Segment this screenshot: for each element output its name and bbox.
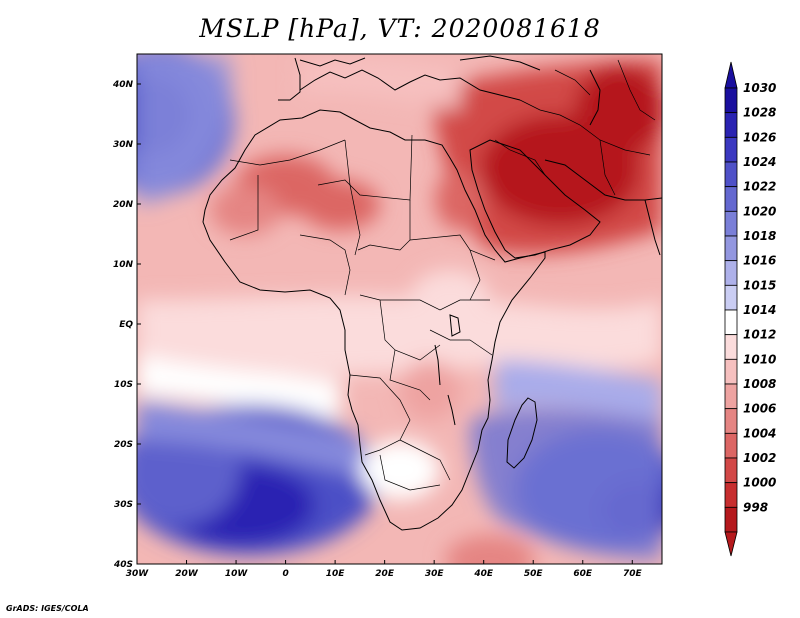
colorbar-label: 1002 xyxy=(743,451,776,465)
lat-tick-label: 30S xyxy=(114,500,133,510)
colorbar-swatch xyxy=(724,136,738,163)
lat-tick-label: 40N xyxy=(112,80,134,90)
lat-tick-label: EQ xyxy=(119,320,133,330)
lon-tick-label: 20E xyxy=(375,569,395,579)
country-borders xyxy=(229,59,656,491)
colorbar-swatch xyxy=(724,210,738,237)
colorbar-swatch xyxy=(724,408,738,434)
chart-title: MSLP [hPa], VT: 2020081618 xyxy=(199,14,601,43)
colorbar-swatch xyxy=(724,161,738,188)
colorbar-label: 1008 xyxy=(743,377,776,391)
colorbar-swatch xyxy=(724,87,738,114)
colorbar-label: 1006 xyxy=(743,402,776,416)
coastlines xyxy=(202,55,662,531)
lon-tick-label: 20W xyxy=(175,569,199,579)
lon-tick-label: 10W xyxy=(225,569,249,579)
colorbar-swatch xyxy=(724,186,738,212)
colorbar-swatch xyxy=(724,506,738,533)
colorbar-label: 1010 xyxy=(743,352,776,366)
colorbar-swatch xyxy=(724,432,738,459)
colorbar-swatch xyxy=(724,112,738,138)
colorbar-swatch xyxy=(724,334,738,360)
lat-tick-label: 30N xyxy=(113,140,134,150)
colorbar-label: 1014 xyxy=(743,303,776,317)
colorbar-label: 1015 xyxy=(743,278,776,292)
colorbar-swatch xyxy=(724,309,738,336)
colorbar-label: 1028 xyxy=(743,106,776,120)
colorbar-label: 1022 xyxy=(743,180,776,194)
lat-tick-label: 40S xyxy=(113,560,133,570)
colorbar-bottom-arrow xyxy=(724,531,738,557)
colorbar-swatch xyxy=(724,482,738,508)
colorbar: 1030 1028 1026 1024 1022 1020 1018 1016 1015 1014… xyxy=(724,61,776,557)
lat-tick-label: 10S xyxy=(114,380,133,390)
longitude-axis: 30W 20W 10W 0 10E 20E 30E 40E 50E 60E 70E xyxy=(126,560,643,579)
colorbar-swatch xyxy=(724,383,738,410)
map-frame xyxy=(136,53,663,565)
credit-text: GrADS: IGES/COLA xyxy=(6,604,89,613)
lon-tick-label: 40E xyxy=(473,569,494,579)
colorbar-label: 1020 xyxy=(743,204,776,218)
lat-tick-label: 20S xyxy=(114,440,133,450)
colorbar-label: 1000 xyxy=(743,476,776,490)
colorbar-top-arrow xyxy=(724,61,738,89)
pressure-field xyxy=(137,54,662,564)
lon-tick-label: 30E xyxy=(425,569,445,579)
lon-tick-label: 30W xyxy=(126,569,150,579)
lon-tick-label: 60E xyxy=(573,569,593,579)
colorbar-label: 1024 xyxy=(743,155,776,169)
colorbar-label: 1018 xyxy=(743,229,776,243)
colorbar-swatch xyxy=(724,358,738,385)
colorbar-swatch xyxy=(724,284,738,311)
colorbar-label: 1012 xyxy=(743,328,776,342)
colorbar-label: 1004 xyxy=(743,426,776,440)
colorbar-label: 1026 xyxy=(743,130,776,144)
lon-tick-label: 0 xyxy=(282,569,288,579)
lat-tick-label: 10N xyxy=(113,260,134,270)
colorbar-label: 1016 xyxy=(743,254,776,268)
colorbar-swatch xyxy=(724,260,738,286)
lon-tick-label: 10E xyxy=(326,569,346,579)
latitude-axis: 40N 30N 20N 10N EQ 10S 20S 30S 40S xyxy=(112,80,141,570)
colorbar-label: 998 xyxy=(743,500,768,514)
lon-tick-label: 70E xyxy=(623,569,643,579)
colorbar-label: 1030 xyxy=(743,81,776,95)
lon-tick-label: 50E xyxy=(524,569,544,579)
colorbar-swatch xyxy=(724,235,738,262)
colorbar-swatch xyxy=(724,457,738,484)
lat-tick-label: 20N xyxy=(113,200,134,210)
